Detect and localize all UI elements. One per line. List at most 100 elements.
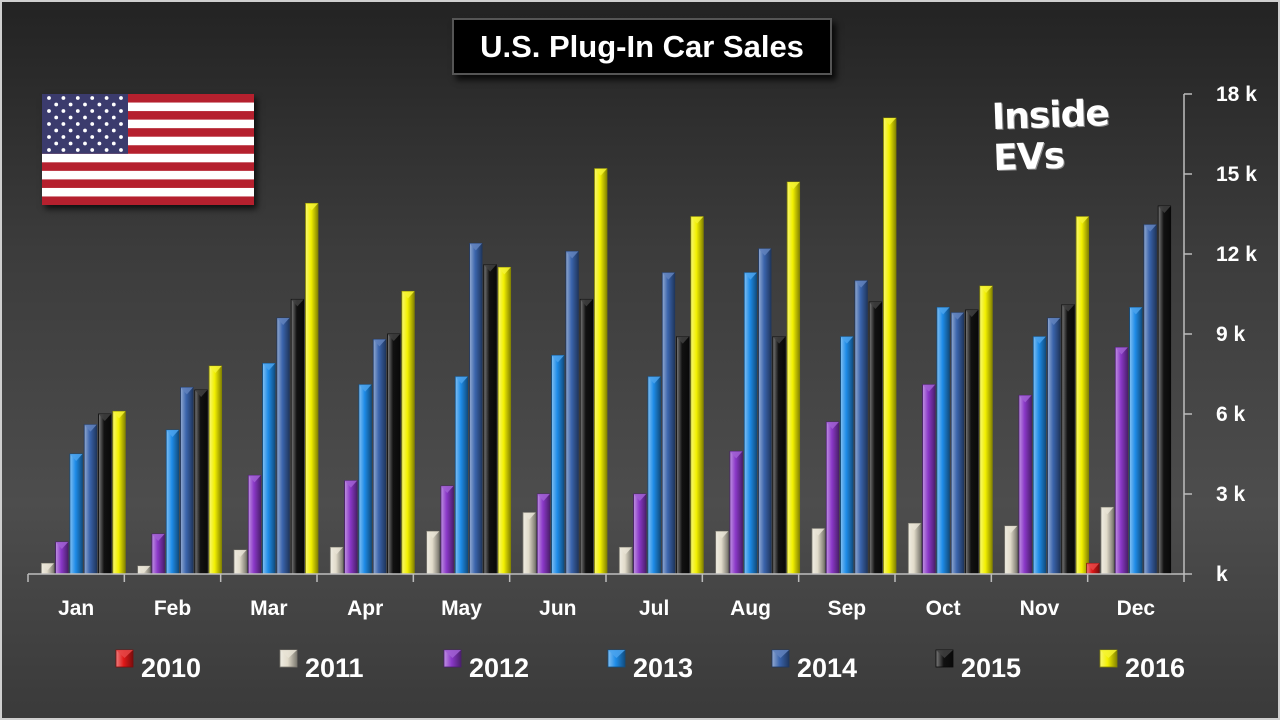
bar-2015-Aug: [772, 336, 786, 575]
bar-cap: [1086, 563, 1100, 571]
legend-label-2011: 2011: [305, 653, 364, 683]
bar-cap: [440, 486, 454, 493]
bar-2015-Mar: [290, 298, 305, 575]
bar-cap: [41, 563, 54, 571]
bar-cap: [330, 547, 343, 555]
bar-2014-Jul: [661, 272, 676, 575]
bar-cap: [455, 376, 468, 384]
bar-cap: [1076, 216, 1089, 224]
bar-cap: [55, 542, 69, 549]
bar-cap: [840, 336, 854, 344]
bar-2014-Dec: [1143, 224, 1157, 575]
x-tick-label: Dec: [1117, 597, 1156, 620]
bar-cap: [922, 384, 936, 392]
bar-cap: [1061, 304, 1075, 312]
bar-2013-May: [454, 376, 469, 575]
bar-2012-Jun: [536, 493, 551, 575]
bar-cap: [1129, 307, 1143, 315]
bar-2015-Jun: [579, 298, 594, 575]
bar-cap: [965, 310, 979, 317]
bar-2016-Jul: [690, 216, 704, 575]
bar-2015-Apr: [387, 333, 401, 575]
chart-title: U.S. Plug-In Car Sales: [480, 28, 804, 64]
y-tick-label: 9 k: [1216, 323, 1246, 346]
legend-label-2014: 2014: [797, 653, 857, 683]
x-tick-label: Apr: [347, 597, 383, 620]
y-tick-label: 6 k: [1216, 403, 1246, 426]
bar-cap: [662, 272, 675, 280]
bar-2015-Oct: [965, 309, 979, 575]
bar-cap: [180, 387, 194, 395]
bar-cap: [908, 523, 921, 531]
bar-cap: [1047, 318, 1061, 325]
bar-cap: [883, 118, 896, 125]
legend-swatch-cap: [280, 650, 297, 658]
bar-cap: [647, 376, 661, 384]
bar-cap: [715, 531, 729, 539]
bar-cap: [787, 182, 800, 189]
bar-cap: [1018, 395, 1032, 403]
legend-label-2016: 2016: [1125, 653, 1185, 683]
bar-cap: [248, 475, 261, 483]
bar-cap: [594, 168, 607, 176]
bar-2014-Mar: [276, 317, 290, 575]
bar-cap: [98, 414, 112, 421]
bar-2013-Aug: [743, 272, 758, 575]
x-tick-label: Nov: [1020, 597, 1060, 620]
bar-2015-May: [483, 264, 497, 575]
legend-swatch-cap: [936, 650, 953, 658]
bar-2016-Apr: [401, 290, 415, 575]
x-tick-label: Sep: [828, 597, 867, 620]
bar-cap: [69, 454, 83, 461]
bar-2013-Mar: [262, 362, 276, 575]
chart-title-box: U.S. Plug-In Car Sales: [452, 18, 832, 75]
bar-cap: [744, 272, 757, 280]
bar-cap: [151, 534, 165, 541]
bar-2016-Sep: [883, 117, 897, 575]
bar-cap: [137, 566, 151, 573]
bar-2014-May: [469, 242, 483, 575]
legend-swatch-cap: [1100, 650, 1117, 658]
bar-2012-Oct: [922, 384, 936, 575]
bar-cap: [979, 286, 993, 293]
bar-2012-Apr: [344, 480, 358, 575]
bar-2013-Dec: [1129, 306, 1143, 575]
bar-2014-Oct: [950, 312, 965, 575]
bar-2012-May: [440, 485, 454, 575]
legend-swatch-cap: [772, 650, 789, 658]
bar-cap: [387, 334, 401, 341]
bar-cap: [84, 424, 97, 432]
bar-2014-Jan: [83, 424, 98, 575]
bar-2016-Aug: [786, 181, 801, 575]
bar-cap: [166, 430, 179, 437]
bar-2012-Mar: [247, 474, 262, 575]
bar-cap: [194, 390, 208, 397]
x-tick-label: Jul: [639, 597, 669, 620]
bar-cap: [483, 264, 497, 272]
x-tick-label: May: [441, 597, 482, 620]
bar-cap: [676, 336, 690, 344]
bar-cap: [690, 216, 704, 224]
x-tick-label: Aug: [730, 597, 771, 620]
bar-2011-Jun: [522, 512, 536, 575]
bar-cap: [826, 422, 839, 429]
bar-2012-Sep: [825, 421, 840, 575]
bar-cap: [729, 451, 743, 459]
bar-2014-Apr: [372, 338, 387, 575]
bar-2014-Feb: [180, 386, 194, 575]
bar-cap: [291, 299, 304, 307]
bar-cap: [112, 411, 126, 419]
bar-cap: [344, 480, 358, 488]
x-tick-label: Feb: [154, 597, 191, 620]
bar-cap: [233, 550, 247, 557]
bar-2016-Mar: [305, 202, 319, 575]
bar-cap: [1100, 507, 1114, 515]
bar-cap: [522, 512, 536, 520]
bar-2014-Sep: [854, 280, 868, 575]
us-flag-icon: [42, 94, 254, 205]
x-tick-label: Oct: [926, 597, 961, 620]
bar-cap: [426, 531, 440, 539]
bar-cap: [772, 336, 786, 344]
bar-cap: [551, 355, 565, 363]
